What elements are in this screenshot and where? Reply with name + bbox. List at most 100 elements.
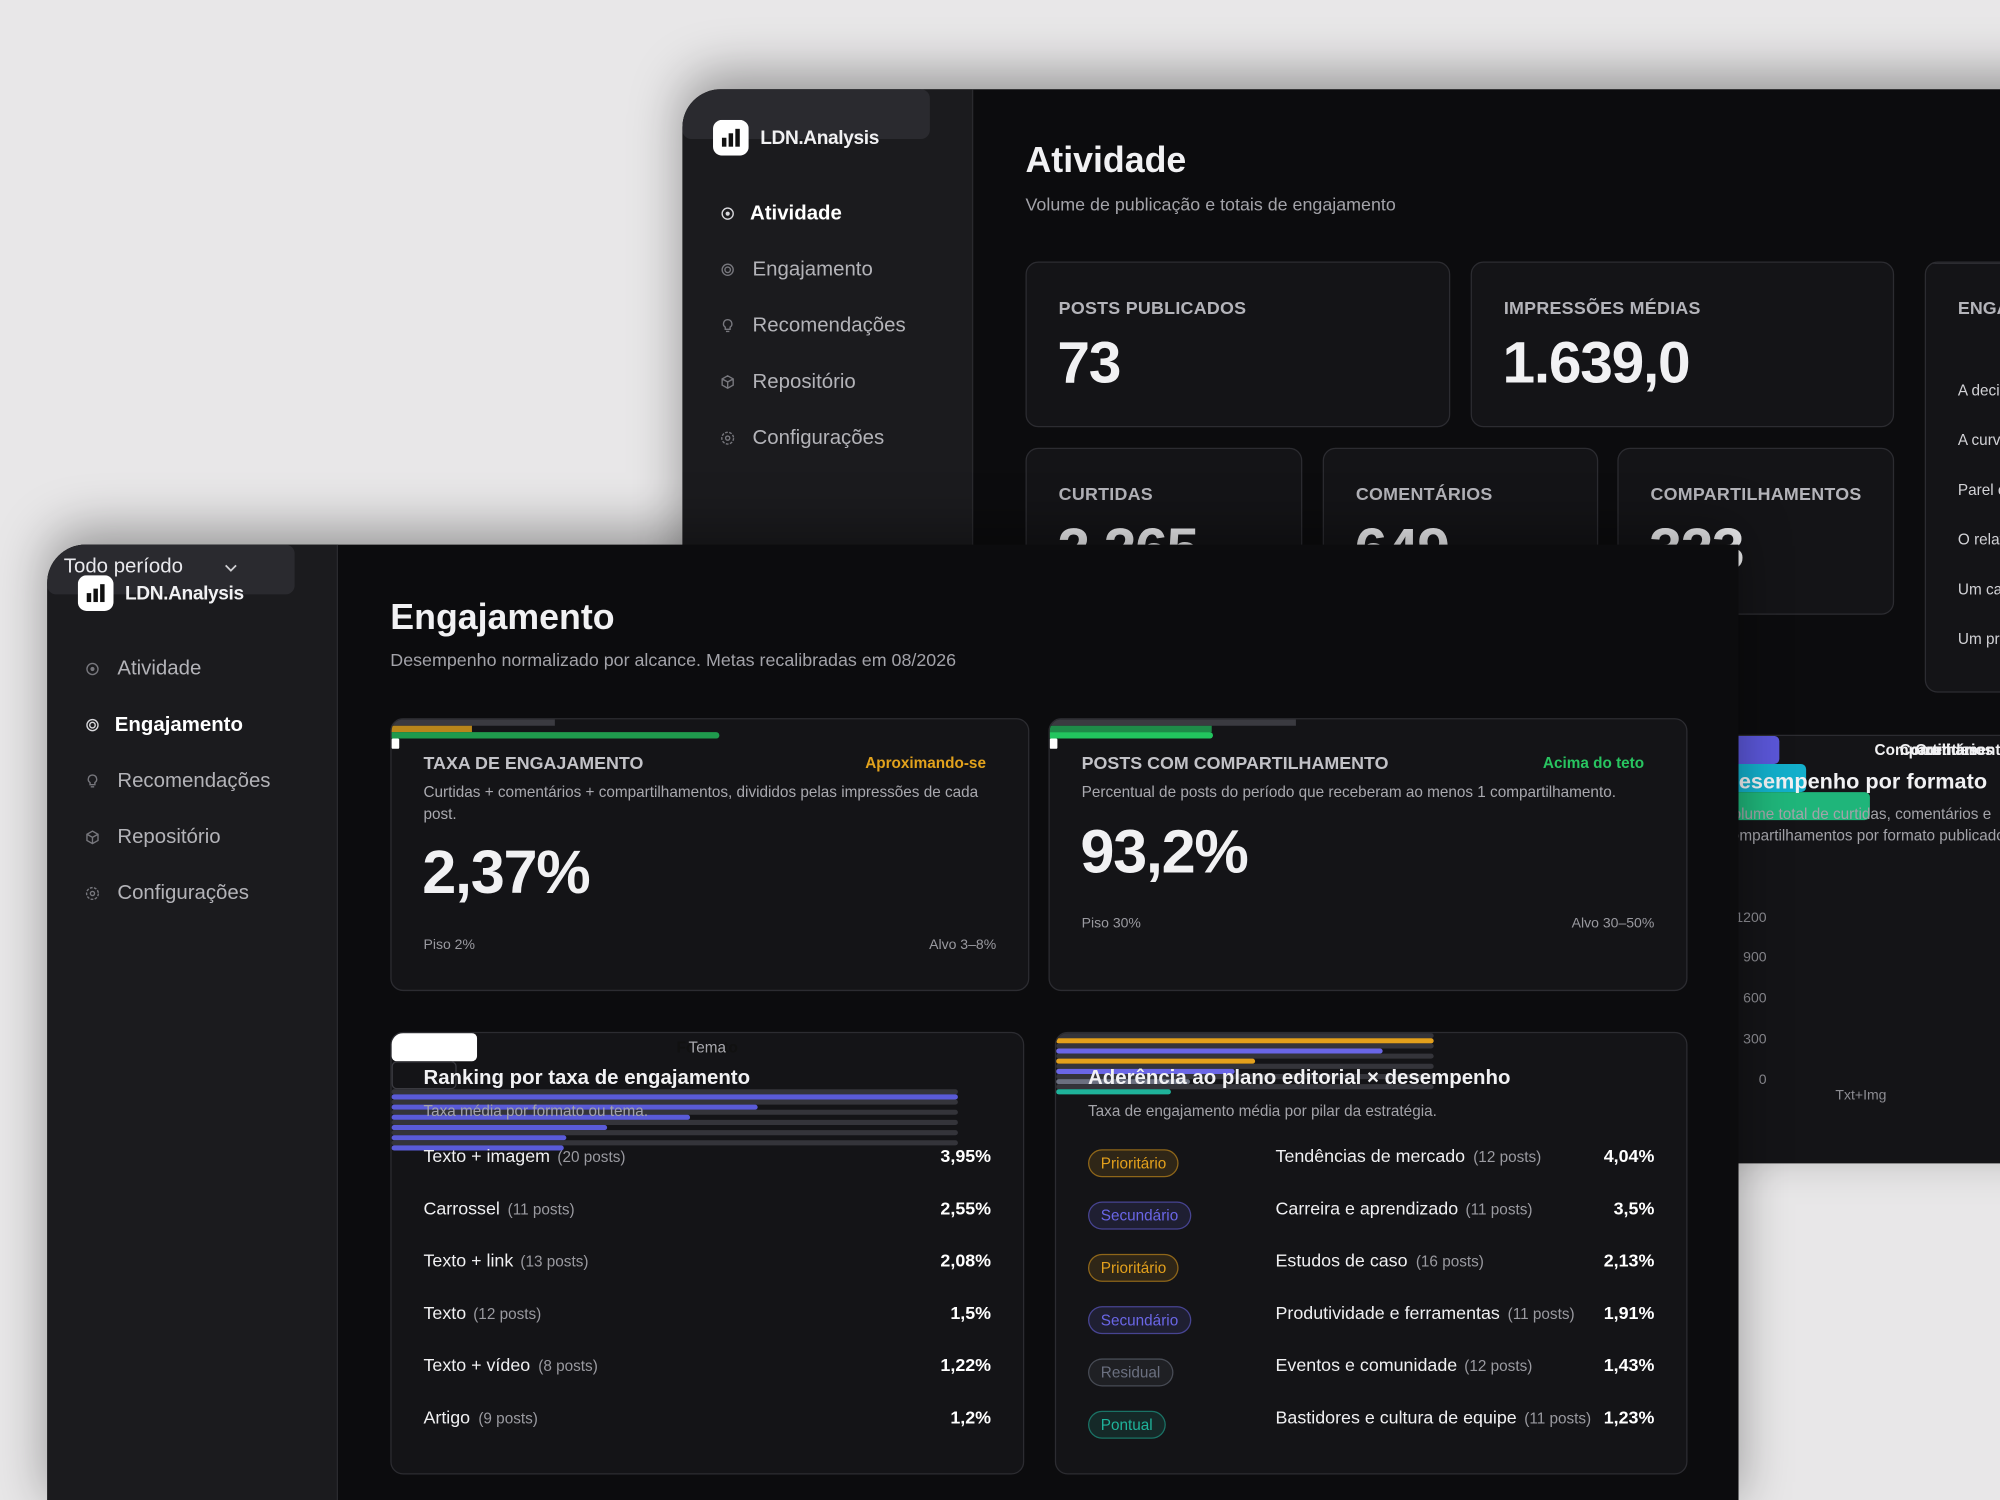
side-card-item: Um pr [1957,629,2000,648]
bar [391,1114,690,1120]
nav-item[interactable]: Repositório [117,826,221,849]
bar [1056,1068,1235,1074]
row-count: (12 posts) [1473,1147,1542,1166]
nav-icon [722,318,733,333]
tab-label: Tema [688,1037,726,1056]
side-card-item: Parel c [1957,480,2000,499]
side-card-item: Um ca [1957,579,2000,598]
row-value: 1,43% [1603,1354,1655,1375]
metric-description: Percentual de posts do período que receb… [1081,783,1616,802]
bar [1056,1058,1256,1064]
row-name: Carrossel [423,1197,500,1219]
logo [713,119,749,156]
row-name: Tendências de mercado [1275,1145,1466,1166]
bar-track [391,1089,958,1095]
nav-item[interactable]: Repositório [752,371,856,393]
bar-track [391,1099,958,1105]
nav-icon [721,375,734,390]
bar-track [1056,1073,1434,1080]
adherence-card: Aderência ao plano editorial × desempenh… [1054,1031,1688,1475]
nav-item[interactable]: Engajamento [114,714,243,736]
bar-track [391,1109,958,1115]
bar [391,1094,958,1100]
bar-track [391,1140,958,1146]
page-title: Atividade [1025,139,1187,180]
side-card-item: A curv [1957,430,2000,449]
nav-item[interactable]: Atividade [117,658,202,680]
brand: LDN.Analysis [760,126,879,149]
gauge-segment [391,725,472,733]
nav-icon [721,263,734,276]
tab[interactable]: Tema [391,1038,726,1090]
row-value: 1,22% [940,1354,992,1375]
x-tick-label: Txt+Img [1835,1087,1887,1103]
gauge-target: Alvo 3–8% [929,936,997,953]
divider [1926,262,2000,265]
nav-item[interactable]: Recomendações [117,770,271,793]
tag-pill: Secundário [1088,1306,1191,1335]
row-value: 2,08% [940,1249,992,1271]
metric-badge: Aproximando-se [865,753,986,772]
nav-icon [86,830,99,845]
nav-icon [85,886,100,901]
nav-item[interactable]: Atividade [749,202,842,225]
y-tick-label: 300 [1743,1031,1767,1047]
chart-title: Desempenho por formato [1723,769,1988,794]
kpi-card: POSTS PUBLICADOS 73 [1025,261,1451,428]
row-value: 2,55% [940,1197,992,1219]
row-count: (12 posts) [1464,1356,1533,1375]
row-count: (12 posts) [473,1304,542,1323]
nav-item[interactable]: Engajamento [752,258,873,281]
gauge-segment [1049,719,1296,726]
gauge-floor: Piso 30% [1081,915,1141,931]
logo [77,575,114,611]
y-tick-label: 0 [1758,1072,1767,1088]
gauge-marker [1049,738,1058,749]
row-count: (11 posts) [1465,1199,1533,1218]
row-value: 3,95% [940,1145,992,1166]
chart-subtitle: Volume total de curtidas, comentários e … [1723,804,2000,845]
row-value: 1,5% [950,1302,992,1323]
nav-icon [721,431,735,445]
legend-label: Comentários [1899,740,1994,759]
bar-track [1056,1033,1434,1039]
period-label: Todo período [63,556,183,578]
bar-track [1056,1053,1434,1059]
row-count: (11 posts) [1524,1408,1592,1427]
row-name: Texto + vídeo [423,1354,531,1375]
card-subtitle: Taxa média por formato ou tema. [423,1101,649,1120]
card-title: Aderência ao plano editorial × desempenh… [1088,1067,1511,1090]
card-title: Ranking por taxa de engajamento [423,1067,751,1090]
bar [1056,1079,1190,1085]
kpi-value: 1.639,0 [1502,329,1691,396]
bar [391,1145,564,1151]
tag-pill: Prioritário [1088,1253,1180,1282]
row-name: Estudos de caso [1275,1249,1408,1271]
metric-card: POSTS COM COMPARTILHAMENTO Acima do teto P… [1048,718,1688,992]
tab[interactable]: Formato [391,1033,738,1062]
row-value: 1,23% [1603,1406,1655,1428]
nav-item[interactable]: Configurações [752,427,885,449]
bar-track [391,1130,958,1136]
row-count: (20 posts) [557,1147,626,1166]
kpi-card: IMPRESSÕES MÉDIAS 1.639,0 [1470,261,1895,428]
tag-pill: Prioritário [1088,1149,1180,1178]
metric-badge: Acima do teto [1542,753,1645,772]
metric-card: TAXA DE ENGAJAMENTO Aproximando-se Curtida… [390,718,1030,992]
row-count: (9 posts) [478,1408,538,1427]
y-tick-label: 900 [1743,950,1767,966]
nav-item[interactable]: Recomendações [752,315,906,337]
bar [391,1135,567,1141]
tag-pill: Residual [1088,1358,1174,1387]
metric-value: 93,2% [1080,818,1249,886]
page-subtitle: Desempenho normalizado por alcance. Meta… [390,649,957,670]
metric-label: POSTS COM COMPARTILHAMENTO [1081,752,1389,773]
gauge-target: Alvo 30–50% [1571,915,1655,931]
front-window: LDN.Analysis Atividade Engajamento Recomend… [47,544,1739,1500]
legend-label: Curtidas [1915,740,1978,759]
nav-item[interactable]: Configurações [117,882,249,905]
nav-icon [86,662,99,676]
bar [1056,1048,1384,1054]
